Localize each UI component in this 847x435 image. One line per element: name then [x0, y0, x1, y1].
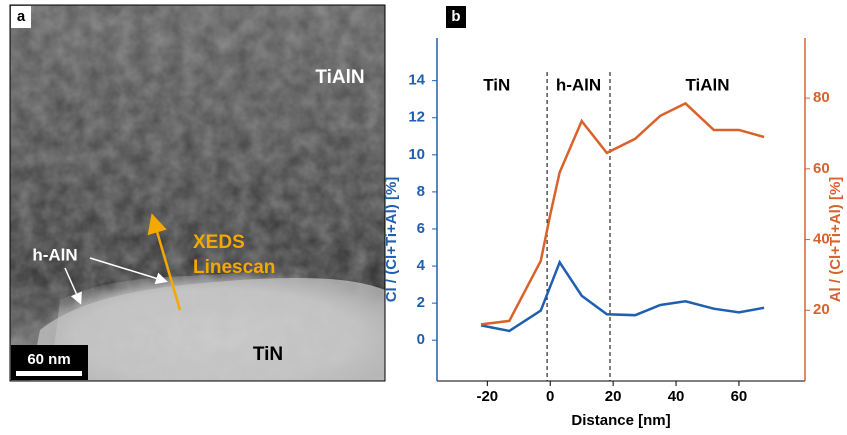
- y-tick-label: 0: [417, 331, 425, 348]
- x-tick-label: 60: [731, 388, 748, 405]
- scale-bar-label: 60 nm: [27, 351, 70, 368]
- micrograph-texture: [10, 5, 385, 381]
- micrograph-panel: a TiAlN TiN h-AlN XEDS Linescan 60 nm: [9, 4, 386, 382]
- x-axis-label: Distance [nm]: [571, 412, 670, 429]
- chart-panel: b -20 0 20 40 60 0 2 4 6 8 10 12 14 20 40 60 80 Distance …: [383, 6, 844, 429]
- micrograph-border: [9, 4, 386, 382]
- y2-tick-label: 80: [813, 89, 830, 106]
- y-tick-label: 2: [417, 294, 425, 311]
- phase-label: TiAlN: [315, 67, 364, 88]
- arrow: [64, 267, 82, 305]
- y2-tick-label: 20: [813, 301, 830, 318]
- scan-arrow: [147, 213, 182, 311]
- series-line: [480, 259, 765, 333]
- y-tick-label: 6: [417, 220, 425, 237]
- x-tick-label: -20: [476, 388, 498, 405]
- series-line: [480, 101, 765, 326]
- x-tick-label: 40: [668, 388, 685, 405]
- panel-label-box: [446, 6, 466, 28]
- scan-label: Linescan: [193, 257, 275, 278]
- arrow: [89, 257, 168, 285]
- x-tick-label: 20: [605, 388, 622, 405]
- y-tick-label: 12: [408, 109, 425, 126]
- phase-label: TiN: [253, 344, 283, 365]
- panel-label: b: [451, 8, 460, 25]
- interface-label: h-AlN: [32, 245, 77, 264]
- x-tick-label: 0: [546, 388, 554, 405]
- panel-label-box: [11, 6, 31, 28]
- y2-axis-label: Al / (Cl+Ti+Al) [%]: [827, 177, 844, 303]
- y-tick-label: 8: [417, 183, 425, 200]
- region-label: h-AlN: [556, 75, 601, 94]
- y-tick-label: 14: [408, 72, 425, 89]
- region-label: TiN: [483, 75, 510, 94]
- panel-label: a: [17, 8, 26, 25]
- scan-label: XEDS: [193, 232, 245, 253]
- y-tick-label: 4: [417, 257, 426, 274]
- scale-bar: [16, 371, 82, 376]
- y-tick-label: 10: [408, 146, 425, 163]
- y-axis-label: Cl / (Cl+Ti+Al) [%]: [383, 177, 400, 303]
- y2-tick-label: 60: [813, 160, 830, 177]
- region-label: TiAlN: [685, 75, 729, 94]
- y2-tick-label: 40: [813, 231, 830, 248]
